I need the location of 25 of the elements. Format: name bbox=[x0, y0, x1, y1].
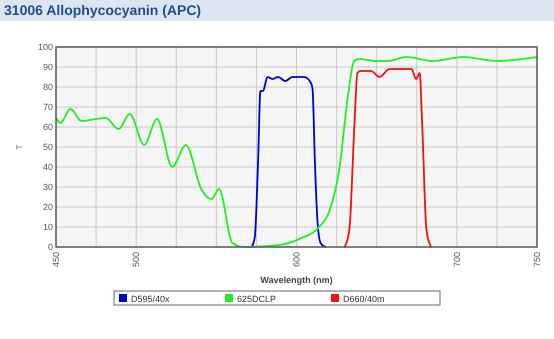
y-tick-label: 0 bbox=[48, 242, 53, 252]
y-tick-label: 60 bbox=[42, 122, 53, 132]
y-tick-label: 10 bbox=[42, 222, 53, 232]
y-axis-title: T bbox=[15, 144, 24, 150]
x-axis-title: Wavelength (nm) bbox=[260, 275, 333, 285]
x-tick-label: 750 bbox=[532, 252, 542, 268]
x-tick-label: 700 bbox=[452, 252, 462, 268]
x-tick-label: 600 bbox=[292, 252, 302, 268]
y-tick-label: 30 bbox=[42, 182, 53, 192]
y-tick-label: 50 bbox=[42, 142, 53, 152]
y-tick-label: 80 bbox=[42, 82, 53, 92]
chart-title: 31006 Allophycocyanin (APC) bbox=[4, 2, 202, 18]
legend-label: D595/40x bbox=[131, 294, 170, 304]
x-tick-label: 500 bbox=[131, 252, 142, 268]
x-tick-label: 450 bbox=[51, 252, 61, 268]
y-tick-label: 40 bbox=[42, 162, 53, 172]
line-series bbox=[55, 56, 538, 248]
y-tick-label: 100 bbox=[38, 42, 53, 52]
y-tick-label: 90 bbox=[42, 62, 53, 72]
legend-label: D660/40m bbox=[343, 294, 385, 304]
line-series bbox=[250, 76, 326, 248]
y-tick-label: 70 bbox=[42, 102, 53, 112]
legend-label: 625DCLP bbox=[237, 294, 276, 304]
y-tick-label: 20 bbox=[42, 202, 53, 212]
line-series bbox=[344, 68, 432, 248]
